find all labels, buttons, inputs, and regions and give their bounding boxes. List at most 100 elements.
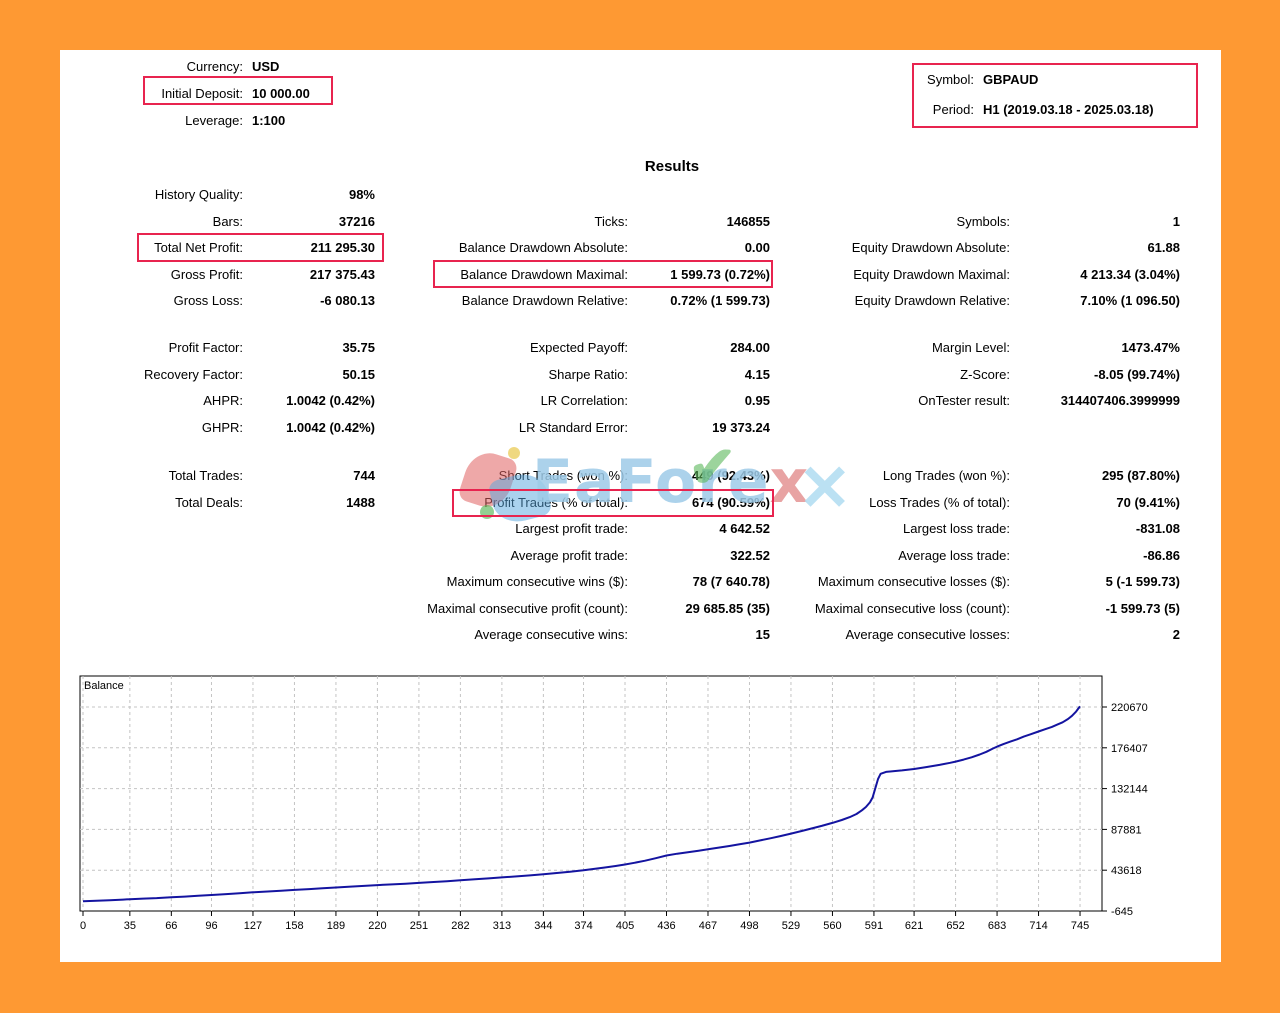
stat-value [1010,415,1180,442]
stat-value: 4 642.52 [719,521,770,536]
stat-value: 449 (92.43%) [691,468,770,483]
stat-value: 284.00 [730,340,770,355]
stat-label: OnTester result: [918,393,1010,408]
stat-row: Recovery Factor: 50.15 Sharpe Ratio: 4.15 Z-… [60,362,1221,389]
x-axis-tick-label: 591 [865,920,883,932]
stat-label: Long Trades (won %): [882,468,1010,483]
stat-label: Recovery Factor: [144,366,243,382]
stat-value: 1.0042 (0.42%) [286,419,375,435]
stat-label: Maximal consecutive profit (count): [427,600,628,616]
stat-value [1010,182,1180,209]
stat-label: History Quality: [154,187,243,202]
stat-row: Total Trades: 744 Short Trades (won %): 449… [60,463,1221,490]
stat-value [243,596,375,623]
stat-value: -6 080.13 [320,293,375,308]
stat-value: 744 [353,468,375,483]
stat-label: Balance Drawdown Maximal: [460,266,628,282]
stat-value: 295 (87.80%) [1101,468,1180,483]
x-axis-tick-label: 251 [410,920,428,932]
stat-label [60,569,243,596]
stat-value [243,569,375,596]
x-axis-tick-label: 35 [124,920,136,932]
stat-value: 0.72% (1 599.73) [670,293,770,308]
stat-label [60,622,243,649]
stat-label: Maximum consecutive losses ($): [817,574,1010,589]
stat-row: Gross Profit: 217 375.43 Balance Drawdown … [60,262,1221,289]
stat-label: Total Net Profit: [154,240,243,255]
stat-label [60,516,243,543]
stat-value [628,182,770,209]
x-axis-tick-label: 96 [205,920,217,932]
stat-value: 29 685.85 (35) [685,600,770,616]
stat-value: 314407406.3999999 [1060,393,1180,408]
stat-row: Total Net Profit: 211 295.30 Balance Drawd… [60,235,1221,262]
stat-label: Balance Drawdown Relative: [461,293,628,308]
stat-value: 1.0042 (0.42%) [286,393,375,408]
stat-value: 0.00 [744,240,770,255]
x-axis-tick-label: 621 [905,920,923,932]
x-axis-tick-label: 220 [368,920,386,932]
stat-value: 146855 [726,213,770,229]
stat-value: 217 375.43 [309,266,375,282]
stat-row: Gross Loss: -6 080.13 Balance Drawdown Rel… [60,288,1221,315]
stat-label: Ticks: [594,213,628,229]
stat-value: 15 [755,627,770,642]
x-axis-tick-label: 560 [823,920,841,932]
stat-label: Total Trades: [168,468,243,483]
stat-value [243,543,375,570]
results-title: Results [644,158,700,175]
balance-chart-container: 0 35 66 96 127 158 189 220 251 282 313 344 374 405 436… [70,672,1215,957]
period-row: Period: H1 (2019.03.18 - 2025.03.18) [912,96,1198,123]
leverage-label: Leverage: [185,113,243,128]
currency-label: Currency: [186,59,243,74]
stat-label: Balance Drawdown Absolute: [458,240,628,255]
x-axis-tick-label: 374 [574,920,592,932]
stat-label: Profit Factor: [168,340,243,355]
stat-label: Symbols: [956,213,1010,229]
stat-row: Total Deals: 1488 Profit Trades (% of tota… [60,490,1221,517]
stat-value: -1 599.73 (5) [1105,600,1180,616]
stat-label: Equity Drawdown Maximal: [853,266,1010,282]
report-panel: Currency: USD Initial Deposit: 10 000.00… [60,50,1221,962]
stats-block-3: Total Trades: 744 Short Trades (won %): 449… [60,463,1221,649]
stat-row: Profit Factor: 35.75 Expected Payoff: 284.0… [60,335,1221,362]
stat-label: Gross Loss: [173,293,243,308]
currency-row: Currency: USD [60,53,310,80]
y-axis-tick-label: 43618 [1111,865,1142,877]
stat-label: Sharpe Ratio: [548,366,629,382]
balance-chart: 0 35 66 96 127 158 189 220 251 282 313 344 374 405 436… [79,675,1148,932]
stat-label: Total Deals: [175,494,243,510]
symbol-value: GBPAUD [983,72,1039,87]
x-axis-tick-label: 189 [327,920,345,932]
x-axis-tick-label: 652 [946,920,964,932]
stat-label: Maximal consecutive loss (count): [814,600,1010,616]
stat-value: -86.86 [1143,547,1180,563]
y-axis-tick-label: 220670 [1111,702,1148,714]
x-axis-tick-label: 0 [80,920,86,932]
initial-deposit-label: Initial Deposit: [161,86,243,101]
stat-label [60,543,243,570]
x-axis-tick-label: 282 [451,920,469,932]
x-axis-tick-label: 127 [244,920,262,932]
stat-label: Average consecutive losses: [845,627,1010,642]
stat-value [243,622,375,649]
stat-label: Average profit trade: [510,547,628,563]
stat-value: 61.88 [1147,240,1180,255]
initial-deposit-row: Initial Deposit: 10 000.00 [60,80,310,107]
y-axis-tick-label: -645 [1111,906,1133,918]
stat-label: Expected Payoff: [529,340,628,355]
stat-label: Equity Drawdown Absolute: [851,240,1010,255]
stat-row: Bars: 37216 Ticks: 146855 Symbols: 1 [60,209,1221,236]
stat-row: Average profit trade: 322.52 Average loss … [60,543,1221,570]
stat-value: 1488 [346,494,375,510]
watermark-logo-yellow-dot [508,447,520,459]
x-axis-tick-label: 714 [1029,920,1047,932]
stat-label: Gross Profit: [170,266,243,282]
stat-value: 70 (9.41%) [1116,494,1180,510]
y-axis-tick-label: 132144 [1111,784,1148,796]
stat-label: Largest loss trade: [903,521,1010,536]
stat-value: 35.75 [342,340,375,355]
stat-value: -8.05 (99.74%) [1094,366,1180,382]
leverage-value: 1:100 [252,113,286,128]
